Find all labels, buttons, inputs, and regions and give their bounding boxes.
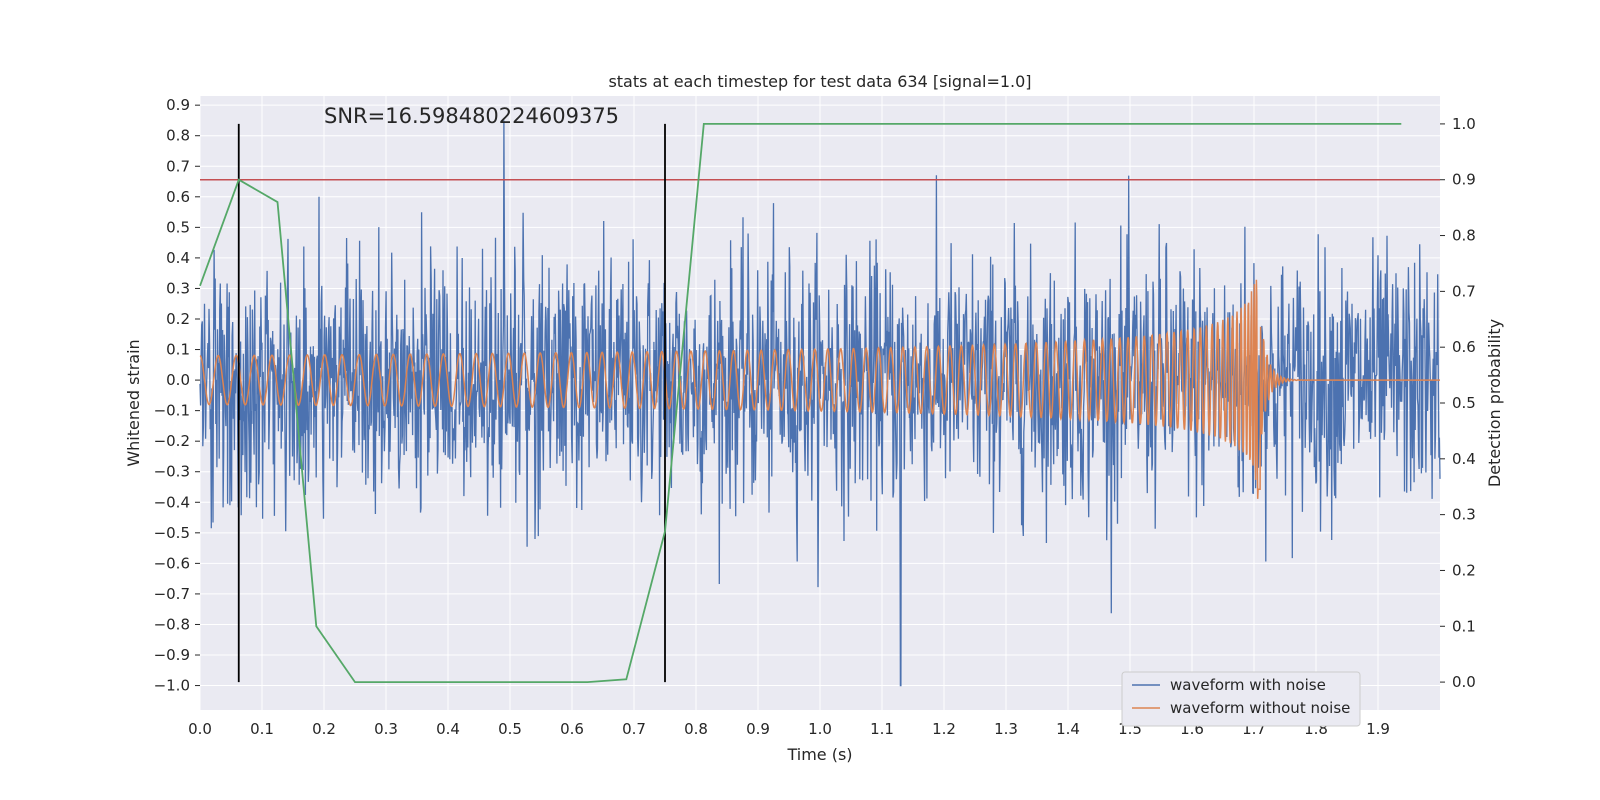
x-tick-label: 1.1	[870, 720, 894, 738]
chart-title: stats at each timestep for test data 634…	[608, 72, 1031, 91]
y-axis-right-ticks: 1.0 0.9 0.8 0.7 0.6 0.5 0.4 0.3 0.2 0.1 0.0	[1440, 115, 1476, 691]
y-tick-label-left: −0.5	[154, 524, 190, 542]
y-tick-label-right: 0.3	[1452, 506, 1476, 524]
y-tick-label-right: 0.5	[1452, 394, 1476, 412]
vertical-markers	[237, 123, 666, 683]
y-tick-label-left: 0.3	[166, 279, 190, 297]
snr-annotation: SNR=16.598480224609375	[324, 104, 619, 128]
x-tick-label: 1.3	[994, 720, 1018, 738]
y-tick-label-left: 0.6	[166, 188, 190, 206]
y-tick-label-left: 0.7	[166, 157, 190, 175]
x-tick-label: 0.1	[250, 720, 274, 738]
series-detection-probability	[199, 123, 1402, 683]
y-tick-label-left: −0.4	[154, 493, 190, 511]
y-tick-label-right: 0.7	[1452, 282, 1476, 300]
y-tick-label-left: 0.2	[166, 310, 190, 328]
probability-line	[199, 123, 1402, 683]
y-tick-label-left: 0.0	[166, 371, 190, 389]
x-tick-label: 0.2	[312, 720, 336, 738]
series-waveform-without-noise	[199, 279, 1440, 499]
y-axis-left-label: Whitened strain	[124, 339, 143, 466]
y-tick-label-right: 0.4	[1452, 450, 1476, 468]
y-axis-right-label: Detection probability	[1485, 319, 1504, 487]
x-tick-label: 1.0	[808, 720, 832, 738]
legend-label-clean: waveform without noise	[1170, 699, 1350, 717]
x-tick-label: 0.3	[374, 720, 398, 738]
y-tick-label-right: 0.6	[1452, 338, 1476, 356]
x-tick-label: 0.6	[560, 720, 584, 738]
y-tick-label-right: 0.8	[1452, 227, 1476, 245]
y-axis-left-ticks: 0.9 0.8 0.7 0.6 0.5 0.4 0.3 0.2 0.1 0.0 −0.1 −0.2 −0…	[154, 96, 200, 695]
x-axis-label: Time (s)	[786, 745, 852, 764]
y-tick-label-left: −1.0	[154, 677, 190, 695]
y-tick-label-left: 0.4	[166, 249, 190, 267]
legend-label-noisy: waveform with noise	[1170, 676, 1326, 694]
y-tick-label-left: −0.6	[154, 554, 190, 572]
x-tick-label: 0.4	[436, 720, 460, 738]
x-tick-label: 0.8	[684, 720, 708, 738]
x-tick-label: 1.9	[1366, 720, 1390, 738]
x-tick-label: 1.2	[932, 720, 956, 738]
legend: waveform with noise waveform without noi…	[1121, 671, 1361, 727]
legend-box	[1121, 671, 1361, 727]
clean-waveform-line	[199, 279, 1440, 499]
y-tick-label-left: −0.2	[154, 432, 190, 450]
y-tick-label-left: 0.8	[166, 127, 190, 145]
y-tick-label-left: −0.8	[154, 615, 190, 633]
x-tick-label: 1.4	[1056, 720, 1080, 738]
y-tick-label-left: −0.1	[154, 402, 190, 420]
y-tick-label-left: 0.1	[166, 341, 190, 359]
y-tick-label-left: −0.7	[154, 585, 190, 603]
x-tick-label: 0.9	[746, 720, 770, 738]
y-tick-label-right: 0.1	[1452, 617, 1476, 635]
y-tick-label-left: 0.5	[166, 218, 190, 236]
y-tick-label-left: −0.3	[154, 463, 190, 481]
x-tick-label: 0.5	[498, 720, 522, 738]
y-tick-label-left: −0.9	[154, 646, 190, 664]
y-tick-label-right: 0.9	[1452, 171, 1476, 189]
x-tick-label: 0.0	[188, 720, 212, 738]
y-tick-label-right: 0.0	[1452, 673, 1476, 691]
y-tick-label-right: 1.0	[1452, 115, 1476, 133]
x-tick-label: 0.7	[622, 720, 646, 738]
y-tick-label-left: 0.9	[166, 96, 190, 114]
y-tick-label-right: 0.2	[1452, 561, 1476, 579]
